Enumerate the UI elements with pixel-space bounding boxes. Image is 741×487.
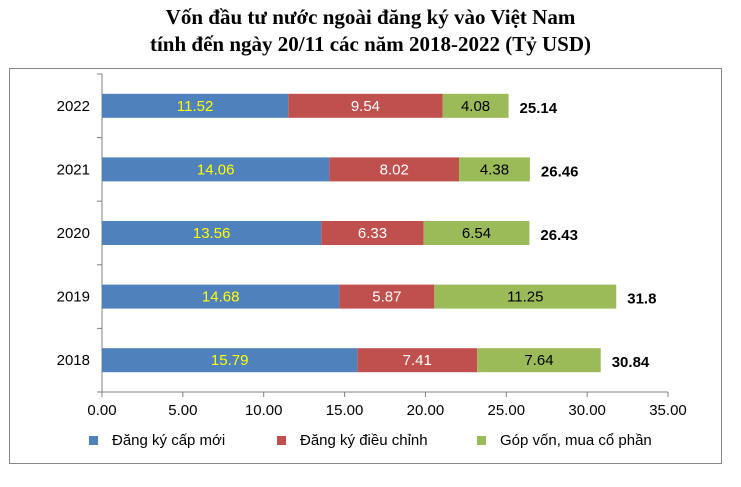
bar-segment bbox=[423, 221, 530, 245]
data-label: 9.54 bbox=[351, 98, 380, 115]
data-label: 6.33 bbox=[358, 225, 387, 242]
x-tick-label: 15.00 bbox=[326, 402, 364, 419]
bar-segment bbox=[288, 93, 443, 118]
total-label: 30.84 bbox=[612, 354, 650, 371]
bar-segment bbox=[357, 348, 478, 373]
x-tick-label: 20.00 bbox=[407, 402, 445, 419]
legend-item-capital-contribution: Góp vốn, mua cổ phần bbox=[477, 432, 652, 449]
category-label: 2019 bbox=[57, 289, 90, 306]
category-label: 2018 bbox=[57, 352, 90, 369]
chart-title: Vốn đầu tư nước ngoài đăng ký vào Việt N… bbox=[165, 5, 576, 29]
total-label: 25.14 bbox=[520, 100, 558, 117]
chart-area-border bbox=[9, 68, 722, 464]
x-tick-label: 35.00 bbox=[649, 402, 687, 419]
bar-segment bbox=[102, 221, 322, 245]
category-label: 2020 bbox=[57, 225, 90, 242]
legend-swatch-new-registration bbox=[89, 436, 98, 445]
data-label: 5.87 bbox=[372, 289, 401, 306]
data-label: 7.64 bbox=[524, 352, 553, 369]
data-label: 11.52 bbox=[177, 98, 213, 115]
category-label: 2022 bbox=[57, 98, 90, 115]
legend-swatch-adjustment bbox=[277, 436, 286, 445]
bar-segment bbox=[329, 157, 460, 182]
x-tick-label: 10.00 bbox=[245, 402, 283, 419]
bar-segment bbox=[102, 93, 289, 118]
data-label: 14.68 bbox=[202, 289, 240, 306]
total-label: 26.46 bbox=[541, 163, 579, 180]
bar-segment bbox=[102, 284, 340, 309]
data-label: 15.79 bbox=[211, 352, 249, 369]
legend-label-new-registration: Đăng ký cấp mới bbox=[112, 432, 226, 449]
data-label: 4.08 bbox=[461, 98, 490, 115]
x-tick-label: 30.00 bbox=[568, 402, 606, 419]
x-tick-label: 25.00 bbox=[488, 402, 526, 419]
bar-segment bbox=[339, 284, 435, 309]
legend: Đăng ký cấp mới Đăng ký điều chỉnh Góp v… bbox=[0, 432, 741, 456]
legend-label-capital-contribution: Góp vốn, mua cổ phần bbox=[500, 432, 652, 449]
total-label: 26.43 bbox=[540, 227, 578, 244]
bar-segment bbox=[321, 221, 424, 245]
bar-segment bbox=[102, 157, 330, 182]
legend-swatch-capital-contribution bbox=[477, 436, 486, 445]
x-tick-label: 0.00 bbox=[87, 402, 116, 419]
total-label: 31.8 bbox=[627, 291, 656, 308]
bar-segment bbox=[102, 348, 358, 373]
data-label: 7.41 bbox=[403, 352, 432, 369]
chart-title-block: Vốn đầu tư nước ngoài đăng ký vào Việt N… bbox=[0, 4, 741, 58]
category-label: 2021 bbox=[57, 161, 90, 178]
data-label: 8.02 bbox=[380, 161, 409, 178]
bar-segment bbox=[442, 93, 509, 118]
data-label: 4.38 bbox=[480, 161, 509, 178]
legend-item-new-registration: Đăng ký cấp mới bbox=[89, 432, 225, 449]
bar-segment bbox=[459, 157, 530, 182]
bar-segment bbox=[434, 284, 617, 309]
chart-subtitle: tính đến ngày 20/11 các năm 2018-2022 (T… bbox=[149, 32, 592, 56]
data-label: 13.56 bbox=[193, 225, 231, 242]
bar-segment bbox=[477, 348, 601, 373]
data-label: 14.06 bbox=[197, 161, 235, 178]
legend-item-adjustment: Đăng ký điều chỉnh bbox=[277, 432, 428, 449]
data-label: 11.25 bbox=[507, 289, 543, 306]
data-label: 6.54 bbox=[462, 225, 491, 242]
legend-label-adjustment: Đăng ký điều chỉnh bbox=[300, 432, 428, 449]
x-tick-label: 5.00 bbox=[168, 402, 197, 419]
